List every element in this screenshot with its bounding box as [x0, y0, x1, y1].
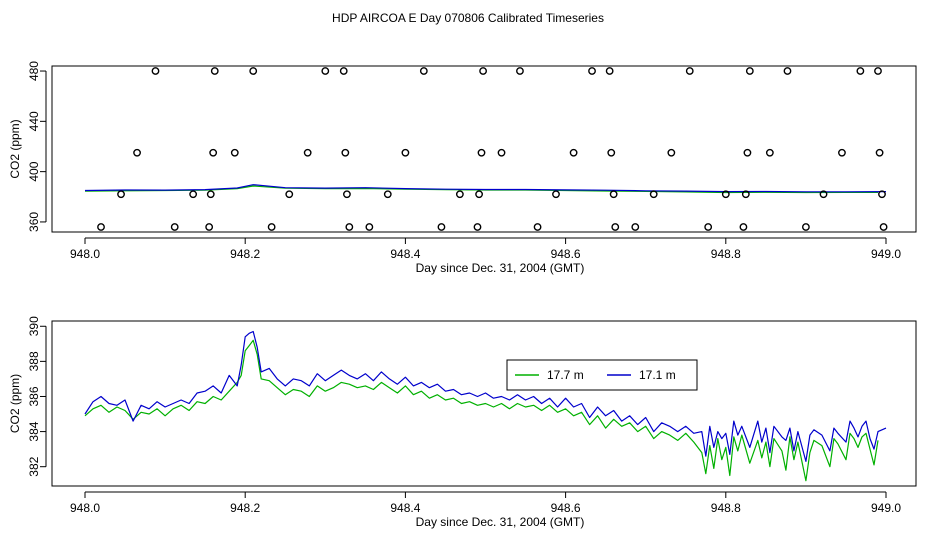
data-point-marker [588, 67, 596, 75]
data-point-marker [856, 67, 865, 75]
data-point-marker [533, 223, 542, 231]
y-tick-label: 382 [27, 456, 41, 476]
data-point-marker [419, 67, 428, 75]
data-point-marker [667, 148, 676, 157]
series-line-blue [84, 330, 887, 462]
data-point-marker [303, 148, 312, 157]
data-point-marker [210, 67, 219, 75]
data-point-marker [267, 223, 276, 231]
x-tick-label: 948.4 [390, 501, 420, 515]
data-point-marker [649, 190, 658, 199]
plot-frame [51, 65, 917, 233]
data-point-marker [607, 148, 616, 157]
data-point-marker [473, 223, 482, 231]
x-tick-label: 948.6 [551, 501, 581, 515]
x-tick-label: 948.2 [230, 247, 260, 261]
data-point-marker [552, 190, 560, 199]
x-tick-label: 948.4 [390, 247, 420, 261]
data-point-marker [739, 223, 748, 231]
data-point-marker [802, 223, 810, 231]
data-point-marker [497, 148, 506, 157]
data-point-marker [117, 190, 125, 199]
data-point-marker [401, 148, 410, 157]
data-point-marker [875, 148, 884, 157]
data-point-marker [569, 148, 578, 157]
y-tick-label: 360 [27, 212, 41, 232]
data-point-marker [151, 67, 160, 75]
data-point-marker [745, 67, 754, 75]
data-point-marker [783, 67, 792, 75]
data-point-marker [819, 190, 828, 199]
x-tick-label: 948.2 [230, 501, 260, 515]
data-point-marker [605, 67, 614, 75]
data-point-marker [437, 223, 446, 231]
data-point-marker [339, 67, 348, 75]
top-panel: 948.0 948.2 948.4 948.6 948.8 949.0 360 400 440 4… [8, 61, 917, 275]
plot-frame [51, 320, 917, 487]
data-point-marker [475, 190, 483, 199]
data-point-marker [206, 190, 215, 199]
data-point-marker [249, 67, 258, 75]
y-axis-label: CO2 (ppm) [8, 119, 22, 178]
data-point-marker [611, 223, 620, 231]
data-point-marker [609, 190, 618, 199]
x-axis-label: Day since Dec. 31, 2004 (GMT) [416, 261, 585, 275]
data-point-marker [704, 223, 713, 231]
data-point-marker [741, 190, 750, 199]
data-point-marker [285, 190, 294, 199]
data-point-marker [343, 190, 351, 199]
y-tick-label: 388 [27, 351, 41, 371]
data-point-marker [341, 148, 350, 157]
data-point-marker [321, 67, 330, 75]
data-point-marker [838, 148, 846, 157]
data-point-marker [383, 190, 392, 199]
data-point-marker [209, 148, 218, 157]
y-tick-label: 480 [27, 61, 41, 81]
x-tick-label: 948.8 [711, 501, 741, 515]
legend-label: 17.1 m [639, 368, 676, 382]
x-tick-label: 948.6 [551, 247, 581, 261]
data-point-marker [97, 223, 105, 231]
data-point-marker [365, 223, 374, 231]
data-point-marker [345, 223, 354, 231]
x-axis-label: Day since Dec. 31, 2004 (GMT) [416, 515, 585, 529]
data-point-marker [879, 223, 888, 231]
series-line-green [84, 339, 879, 482]
y-axis-label: CO2 (ppm) [8, 374, 22, 433]
page-title: HDP AIRCOA E Day 070806 Calibrated Times… [332, 11, 604, 25]
legend-label: 17.7 m [547, 368, 584, 382]
x-tick-label: 948.8 [711, 247, 741, 261]
data-point-marker [631, 223, 640, 231]
x-tick-label: 948.0 [70, 501, 100, 515]
y-tick-label: 440 [27, 111, 41, 131]
data-point-marker [205, 223, 214, 231]
x-tick-label: 949.0 [871, 247, 901, 261]
data-point-marker [170, 223, 179, 231]
x-tick-label: 948.0 [70, 247, 100, 261]
y-tick-label: 400 [27, 161, 41, 181]
data-point-marker [189, 190, 198, 199]
data-point-marker [516, 67, 524, 75]
data-point-marker [721, 190, 730, 199]
x-tick-label: 949.0 [871, 501, 901, 515]
data-point-marker [133, 148, 141, 157]
data-point-marker [878, 190, 886, 199]
data-point-marker [685, 67, 694, 75]
data-point-marker [230, 148, 239, 157]
data-point-marker [765, 148, 774, 157]
data-point-marker [743, 148, 752, 157]
data-point-marker [874, 67, 882, 75]
data-point-marker [479, 67, 487, 75]
data-point-marker [477, 148, 486, 157]
y-tick-label: 386 [27, 386, 41, 406]
bottom-panel: 948.0 948.2 948.4 948.6 948.8 949.0 382 384 386 3… [8, 316, 917, 529]
y-tick-label: 384 [27, 421, 41, 441]
y-tick-label: 390 [27, 316, 41, 336]
data-point-marker [455, 190, 464, 199]
